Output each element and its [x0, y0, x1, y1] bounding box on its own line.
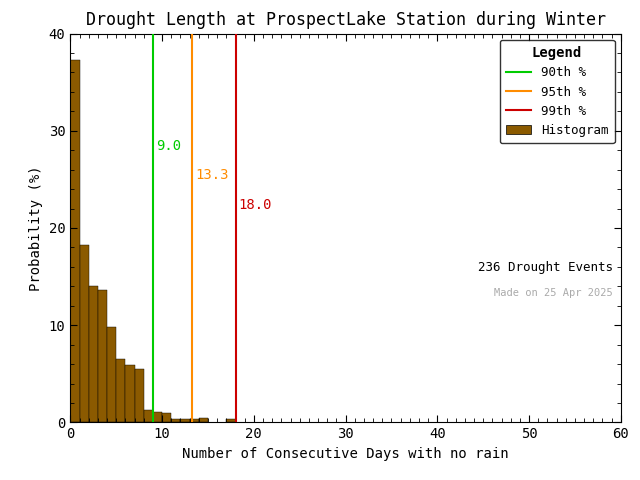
Text: Made on 25 Apr 2025: Made on 25 Apr 2025	[494, 288, 612, 298]
Bar	[189, 420, 199, 422]
Bar	[107, 327, 116, 422]
Bar	[70, 60, 79, 422]
Bar	[227, 419, 236, 422]
Y-axis label: Probability (%): Probability (%)	[29, 165, 44, 291]
Legend: 90th %, 95th %, 99th %, Histogram: 90th %, 95th %, 99th %, Histogram	[500, 40, 614, 144]
Text: 18.0: 18.0	[238, 198, 272, 212]
X-axis label: Number of Consecutive Days with no rain: Number of Consecutive Days with no rain	[182, 447, 509, 461]
Bar	[180, 419, 189, 422]
Text: 236 Drought Events: 236 Drought Events	[477, 261, 612, 274]
Text: 13.3: 13.3	[195, 168, 228, 182]
Bar	[162, 413, 172, 422]
Bar	[79, 245, 89, 422]
Text: 9.0: 9.0	[156, 139, 181, 153]
Title: Drought Length at ProspectLake Station during Winter: Drought Length at ProspectLake Station d…	[86, 11, 605, 29]
Bar	[172, 419, 180, 422]
Bar	[98, 290, 107, 422]
Bar	[89, 286, 98, 422]
Bar	[125, 365, 134, 422]
Bar	[134, 369, 144, 422]
Bar	[144, 410, 153, 422]
Bar	[116, 359, 125, 422]
Bar	[153, 412, 162, 422]
Bar	[199, 418, 208, 422]
